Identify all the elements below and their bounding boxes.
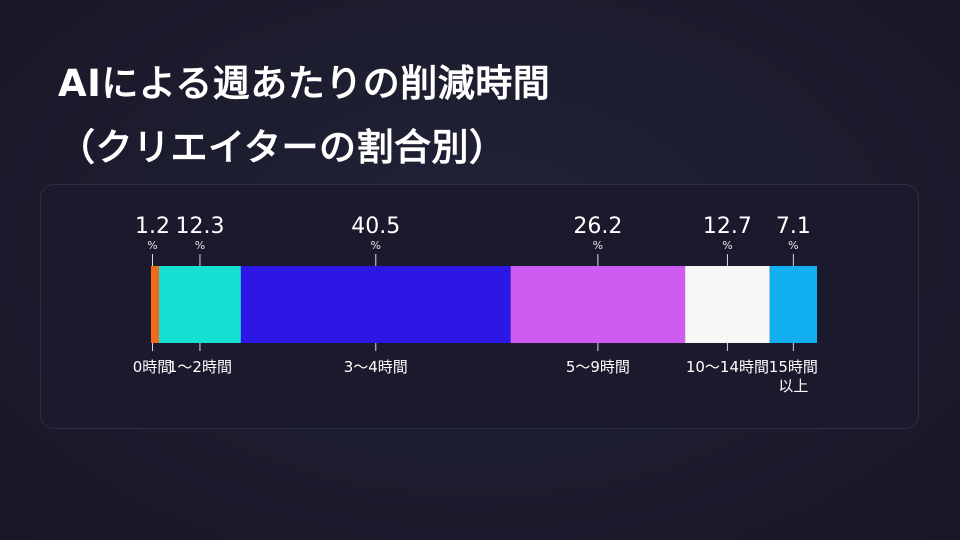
- data-label-unit-1: %: [195, 239, 205, 252]
- data-label-unit-2: %: [371, 239, 381, 252]
- bar-segment-2: [240, 266, 511, 343]
- data-label-unit-5: %: [788, 239, 798, 252]
- data-label-3: 26.2: [573, 214, 622, 239]
- bar-segment-0: [151, 266, 159, 343]
- data-label-2: 40.5: [351, 214, 400, 239]
- bar-segment-3: [510, 266, 686, 343]
- title-line-1: AIによる週あたりの削減時間: [58, 62, 551, 105]
- category-label-4: 10〜14時間: [686, 358, 769, 376]
- category-label-5: 15時間: [769, 358, 818, 376]
- bar-segment-1: [158, 266, 241, 343]
- data-label-4: 12.7: [703, 214, 752, 239]
- data-label-unit-4: %: [722, 239, 732, 252]
- bar-segment-4: [685, 266, 770, 343]
- category-label-5-line2: 以上: [778, 377, 808, 395]
- category-label-0: 0時間: [133, 358, 173, 376]
- data-label-1: 12.3: [175, 214, 224, 239]
- data-label-unit-0: %: [147, 239, 157, 252]
- bar-segment-5: [769, 266, 817, 343]
- category-label-3: 5〜9時間: [566, 358, 630, 376]
- data-label-0: 1.2: [135, 214, 170, 239]
- data-label-5: 7.1: [776, 214, 811, 239]
- category-label-1: 1〜2時間: [168, 358, 232, 376]
- title-line-2: （クリエイターの割合別）: [58, 126, 507, 169]
- category-label-2: 3〜4時間: [344, 358, 408, 376]
- data-label-unit-3: %: [593, 239, 603, 252]
- page-title: AIによる週あたりの削減時間 （クリエイターの割合別）: [58, 52, 550, 180]
